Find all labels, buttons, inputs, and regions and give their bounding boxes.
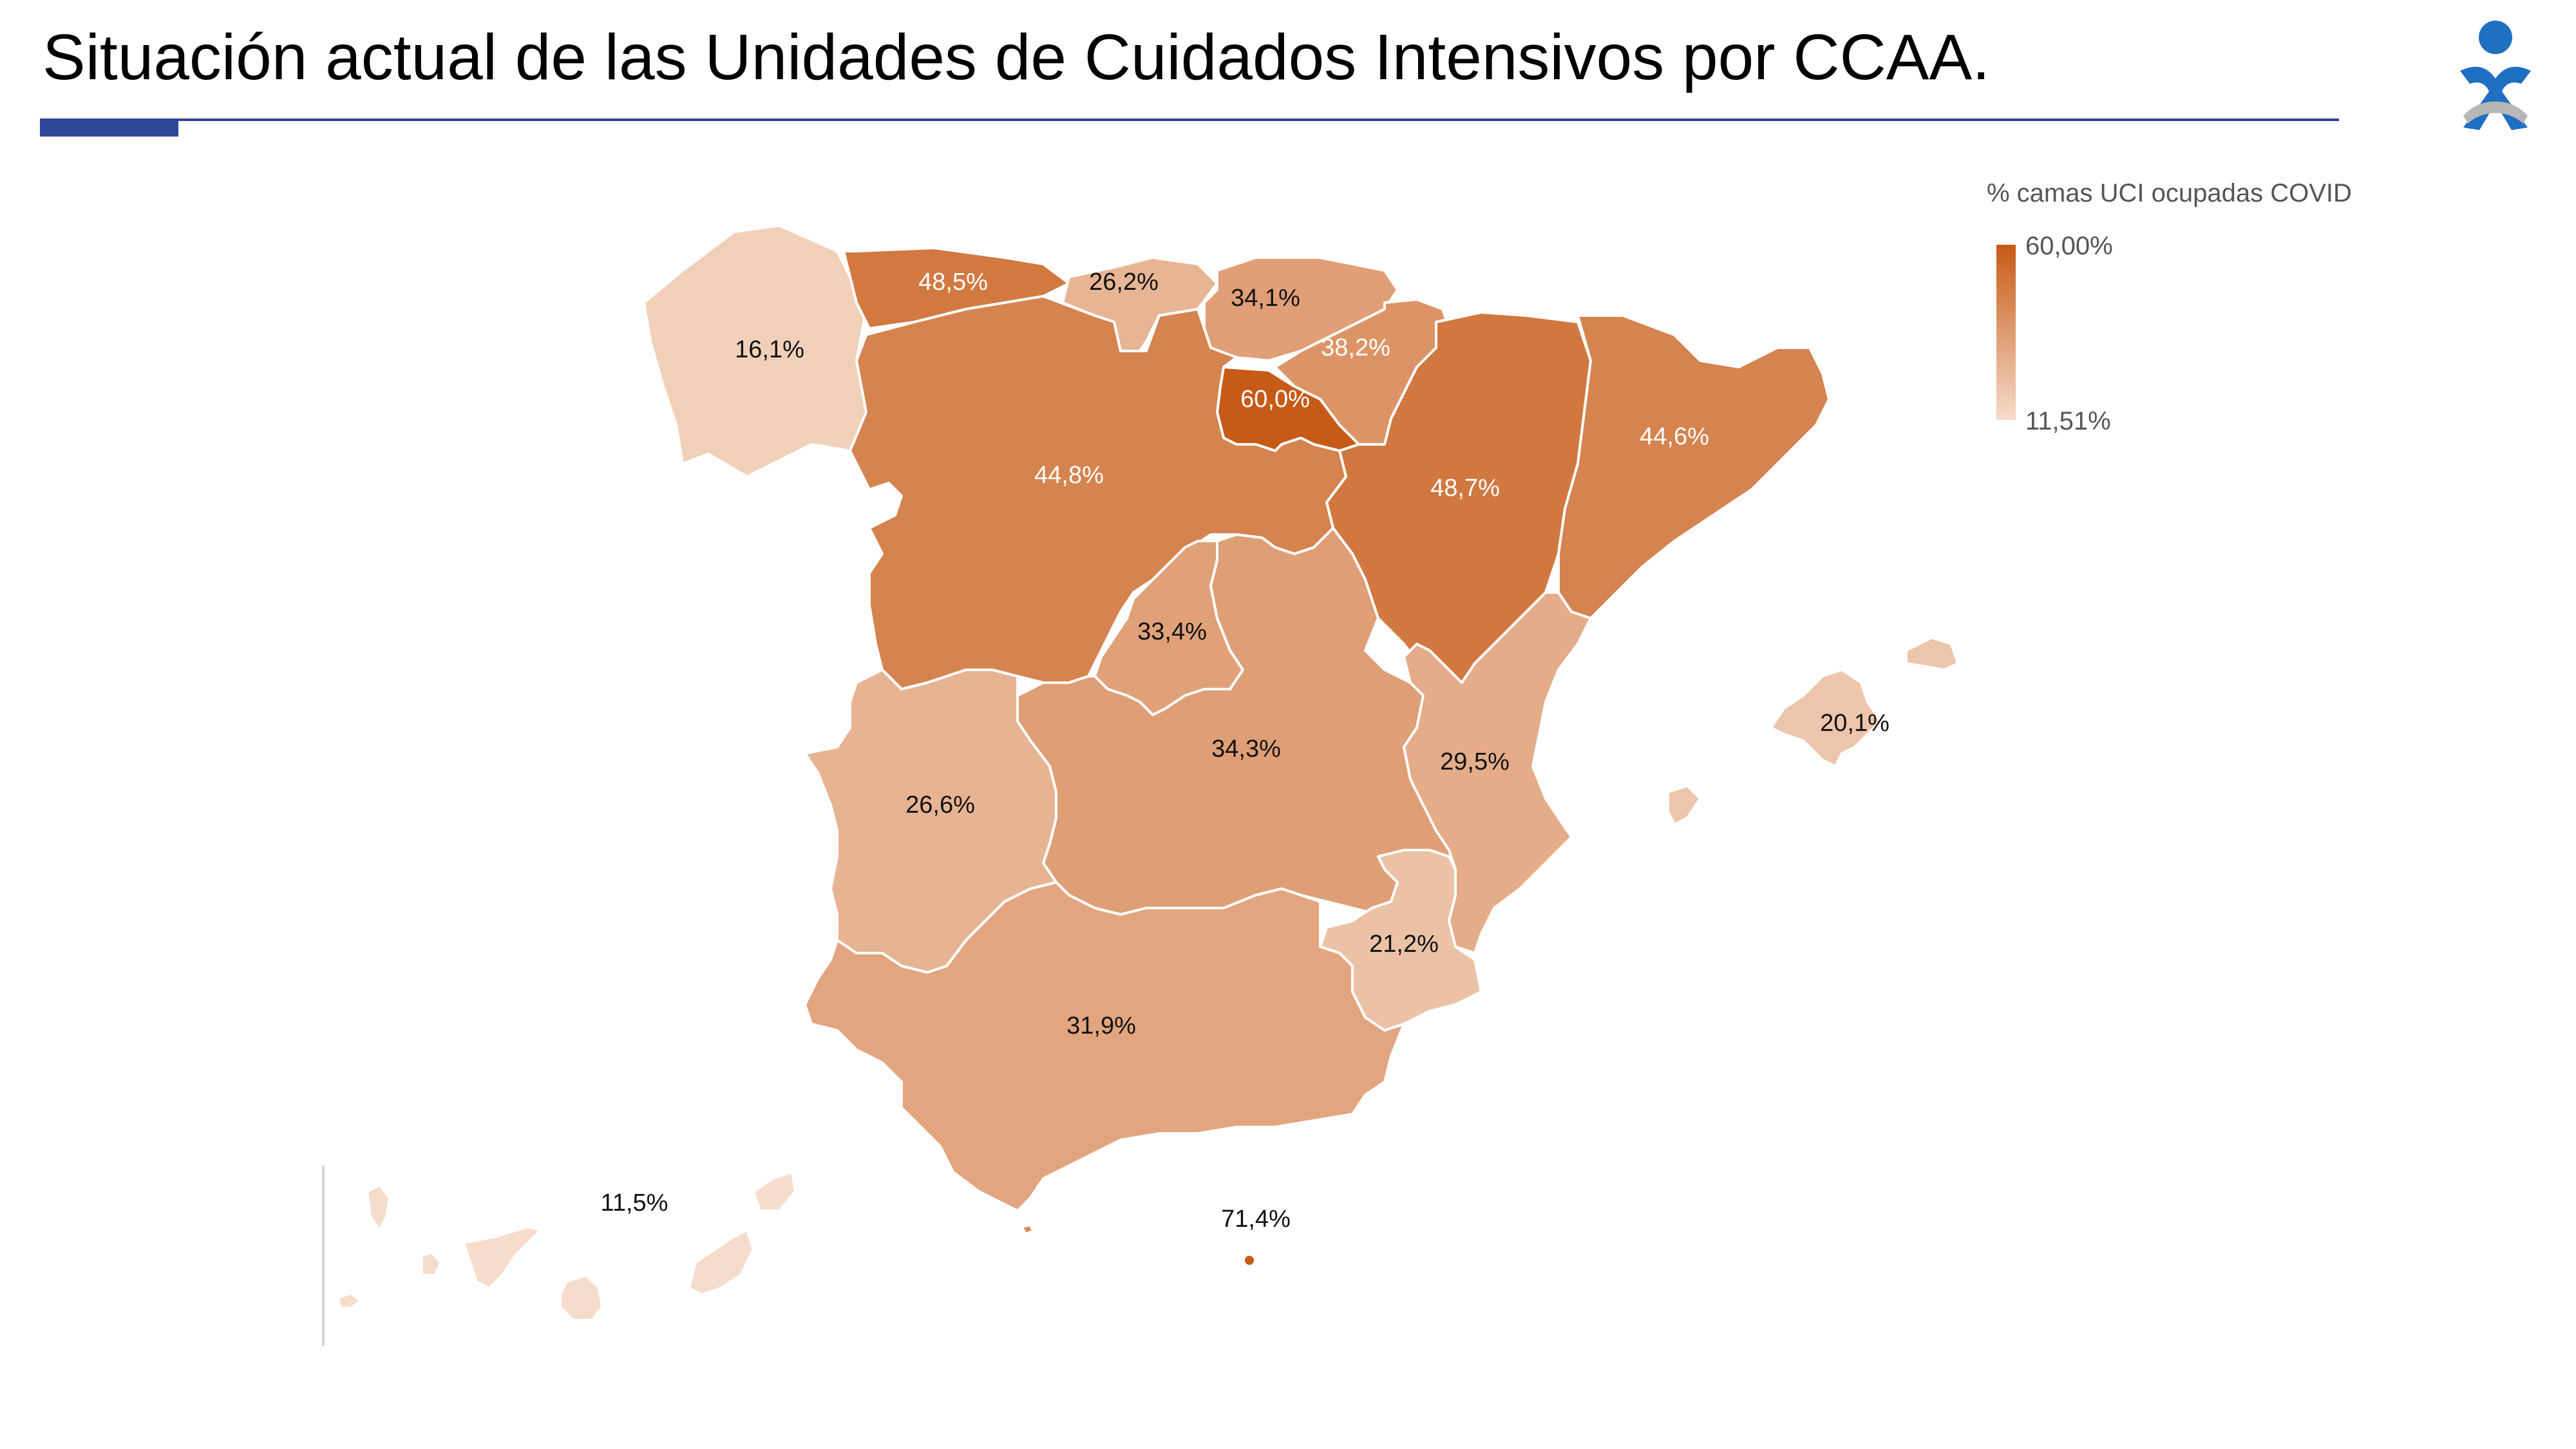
region-label-madrid: 33,4%: [1137, 618, 1207, 645]
region-label-galicia: 16,1%: [735, 336, 804, 363]
region-label-murcia: 21,2%: [1369, 931, 1439, 958]
legend-title: % camas UCI ocupadas COVID: [1987, 179, 2352, 207]
region-label-melilla: 71,4%: [1221, 1206, 1291, 1233]
region-ceuta: [1021, 1224, 1034, 1235]
region-label-andalucia: 31,9%: [1066, 1012, 1136, 1039]
region-label-ceuta: 41,2%: [992, 1241, 1062, 1268]
region-asturias: [842, 247, 1070, 330]
region-galicia: [643, 224, 867, 478]
title-underline-accent: [40, 118, 178, 137]
region-andalucia: [804, 881, 1405, 1212]
legend-color-scale: [1996, 245, 2016, 420]
region-label-cantabria: 26,2%: [1089, 269, 1159, 296]
region-cataluna: [1557, 314, 1830, 620]
region-label-castilla-y-leon: 44,8%: [1034, 462, 1104, 489]
region-label-baleares: 20,1%: [1820, 710, 1889, 737]
region-label-canarias: 11,5%: [601, 1189, 668, 1217]
region-label-asturias: 48,5%: [918, 269, 988, 296]
region-label-navarra: 38,2%: [1321, 334, 1390, 361]
region-label-comunidad-valenciana: 29,5%: [1440, 748, 1510, 775]
region-canarias: [337, 1171, 797, 1321]
legend-min-label: 11,51%: [2025, 407, 2111, 435]
region-baleares: [1667, 636, 1959, 826]
region-melilla: [1242, 1253, 1256, 1267]
sociedad-logo-icon: [2460, 21, 2531, 130]
title-underline: [40, 118, 2339, 121]
legend-max-label: 60,00%: [2025, 232, 2113, 260]
region-label-pais-vasco: 34,1%: [1231, 285, 1300, 312]
region-label-castilla-la-mancha: 34,3%: [1211, 735, 1281, 762]
slide-title: Situación actual de las Unidades de Cuid…: [43, 21, 1990, 93]
region-label-la-rioja: 60,0%: [1240, 386, 1310, 413]
region-label-cataluna: 44,6%: [1640, 423, 1709, 450]
region-label-aragon: 48,7%: [1430, 475, 1500, 502]
region-label-extremadura: 26,6%: [905, 791, 975, 819]
